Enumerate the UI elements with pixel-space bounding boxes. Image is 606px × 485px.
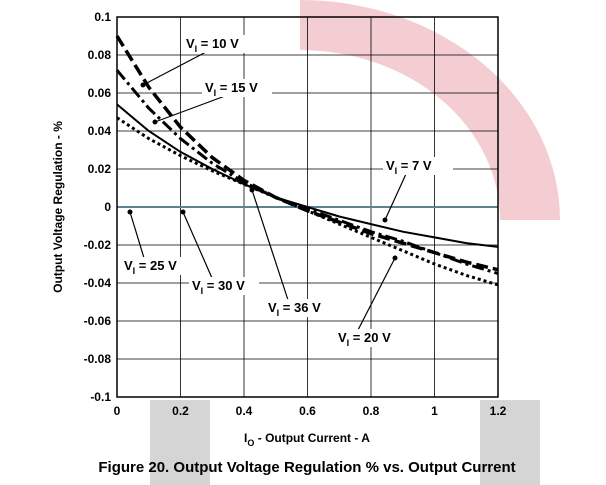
annotation-subscript: I (395, 166, 398, 176)
plot-frame (116, 16, 499, 398)
annotation-symbol: V (338, 330, 347, 345)
annotation: VI = 25 V (124, 258, 177, 276)
annotation-symbol: V (268, 300, 277, 315)
annotation-arrow (182, 211, 213, 279)
annotation-bg (265, 299, 335, 317)
x-tick-label: 0.6 (299, 404, 316, 418)
x-axis-label: IO - Output Current - A (244, 431, 370, 448)
y-tick-label: -0.08 (84, 352, 112, 366)
annotation-text: = 10 V (197, 36, 239, 51)
arrow-head (152, 119, 158, 125)
arrow-head (382, 217, 388, 223)
x-label-symbol: I (244, 431, 247, 445)
series-line (116, 103, 499, 248)
annotation-symbol: V (186, 36, 195, 51)
y-axis-label: Output Voltage Regulation - % (51, 121, 65, 293)
y-tick-label: -0.06 (84, 314, 112, 328)
annotation-symbol: V (192, 278, 201, 293)
annotation-arrow (154, 95, 226, 123)
annotation-subscript: I (201, 286, 204, 296)
annotation-subscript: I (347, 338, 350, 348)
figure-caption: Figure 20. Output Voltage Regulation % v… (98, 459, 515, 476)
arrow-head (127, 209, 133, 215)
annotation-arrow (129, 211, 145, 259)
annotation-arrow (384, 173, 407, 221)
annotation-text: = 30 V (203, 278, 245, 293)
annotation-text: = 20 V (349, 330, 391, 345)
arrow-head (392, 255, 398, 261)
y-tick-label: -0.1 (90, 390, 111, 404)
annotation-symbol: V (124, 258, 133, 273)
watermark-arc (300, 0, 560, 220)
x-tick-label: 0.8 (363, 404, 380, 418)
annotation-arrow (142, 51, 207, 86)
annotations: VI = 10 VVI = 15 VVI = 7 VVI = 25 VVI = … (121, 35, 453, 348)
x-tick-label: 1.2 (490, 404, 507, 418)
annotation-bg (383, 157, 453, 175)
y-tick-label: 0.06 (88, 86, 112, 100)
x-tick-label: 0 (114, 404, 121, 418)
y-tick-label: 0 (104, 200, 111, 214)
annotation-symbol: V (386, 158, 395, 173)
annotation-bg (189, 277, 259, 295)
annotation-text: = 25 V (135, 258, 177, 273)
annotation: VI = 30 V (192, 278, 245, 296)
watermark-block (480, 400, 540, 485)
y-tick-label: 0.04 (88, 124, 112, 138)
annotation-bg (202, 79, 272, 97)
annotation-text: = 7 V (397, 158, 432, 173)
y-tick-label: 0.08 (88, 48, 112, 62)
series-line (115, 69, 499, 275)
annotation-subscript: I (214, 88, 217, 98)
x-label-text: - Output Current - A (254, 431, 370, 445)
series-line (116, 116, 499, 287)
watermark-block (150, 400, 210, 485)
y-tick-label: 0.02 (88, 162, 112, 176)
annotation-subscript: I (277, 308, 280, 318)
annotation-subscript: I (195, 44, 198, 54)
annotation-bg (121, 257, 191, 275)
annotation-bg (335, 329, 405, 347)
arrow-head (180, 209, 186, 215)
annotation: VI = 15 V (205, 80, 258, 98)
x-tick-label: 0.4 (236, 404, 253, 418)
annotation-text: = 15 V (216, 80, 258, 95)
annotation-arrow (251, 189, 289, 301)
x-label-subscript: O (247, 438, 254, 448)
annotation-symbol: V (205, 80, 214, 95)
annotation: VI = 20 V (338, 330, 391, 348)
y-tick-label: -0.02 (84, 238, 112, 252)
tick-labels: -0.1 -0.08 -0.06 -0.04 -0.02 0 0.02 0.04 0.06 0.0… (84, 10, 507, 418)
annotation-text: = 36 V (279, 300, 321, 315)
annotation-bg (183, 35, 253, 53)
arrow-head (140, 82, 146, 88)
x-tick-label: 0.2 (172, 404, 189, 418)
y-tick-label: -0.04 (84, 276, 112, 290)
annotation: VI = 10 V (186, 36, 239, 54)
annotation-arrow (357, 257, 396, 331)
annotation-subscript: I (133, 266, 136, 276)
annotation: VI = 7 V (386, 158, 432, 176)
y-tick-label: 0.1 (94, 10, 111, 24)
annotation: VI = 36 V (268, 300, 321, 318)
x-tick-label: 1 (431, 404, 438, 418)
lines (115, 35, 499, 287)
arrow-head (249, 187, 255, 193)
